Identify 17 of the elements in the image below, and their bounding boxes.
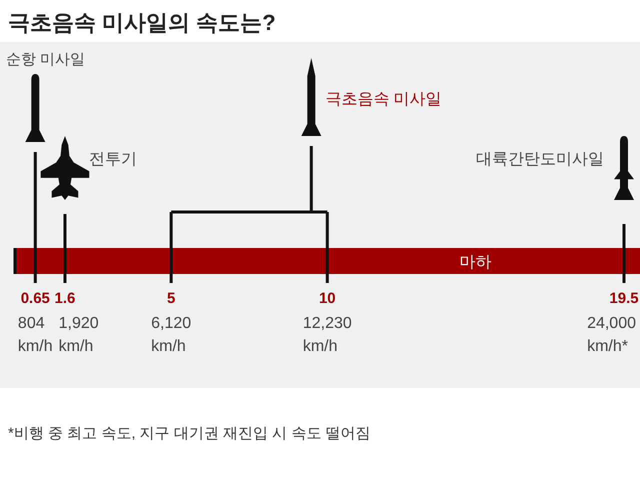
- data-label: 1.6: [54, 290, 76, 307]
- text: 804 km/h: [18, 315, 53, 355]
- data-label: 19.5: [609, 290, 639, 307]
- data-label: 10: [318, 290, 336, 307]
- text: 24,000 km/h*: [587, 315, 636, 355]
- category-label: 순항 미사일: [6, 51, 86, 68]
- category-label: 전투기: [88, 151, 137, 168]
- data-label: 0.65: [20, 290, 50, 307]
- text: 12,230 km/h: [302, 315, 352, 355]
- text: 1,920 km/h: [58, 315, 99, 355]
- data-label: 5: [166, 290, 176, 307]
- text: *비행 중 최고 속도, 지구 대기권 재진입 시 속도 떨어짐: [8, 425, 371, 442]
- category-label: 극초음속 미사일: [325, 91, 442, 108]
- text: 극초음속 미사일의 속도는?: [8, 10, 276, 35]
- text: 마하: [460, 254, 492, 271]
- category-label: 대륙간탄도미사일: [476, 151, 604, 168]
- text: 6,120 km/h: [151, 315, 192, 355]
